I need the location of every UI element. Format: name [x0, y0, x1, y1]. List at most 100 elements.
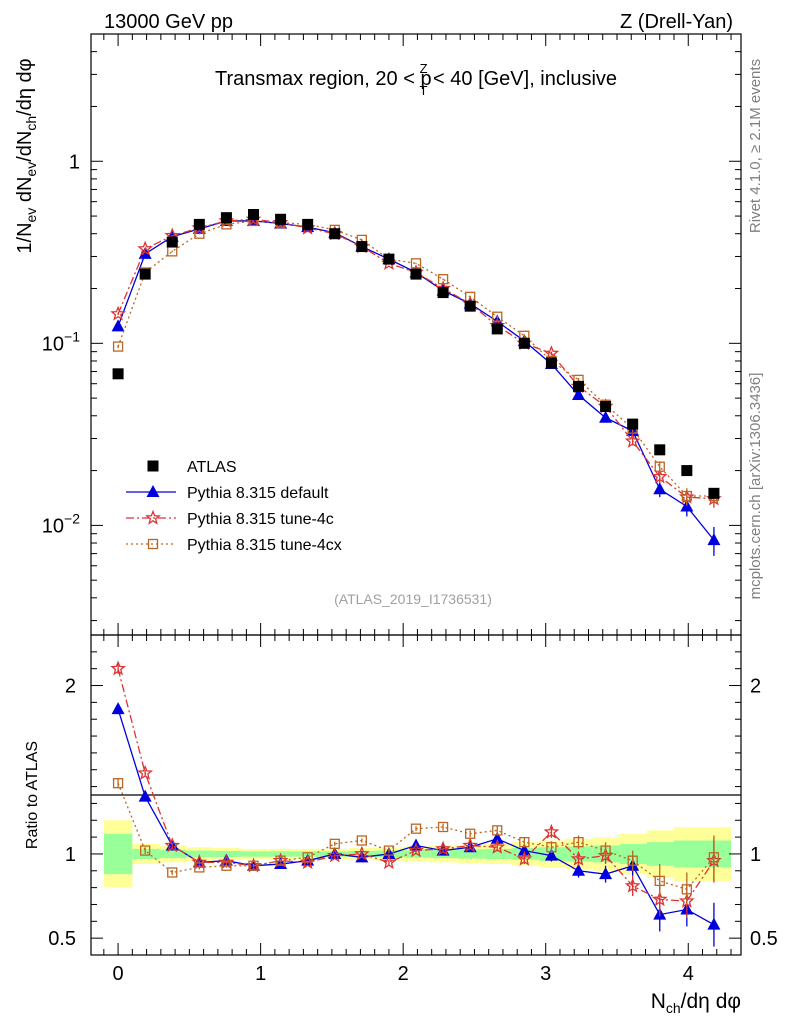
data-point [600, 400, 612, 412]
ratio-data-point [546, 842, 557, 853]
ratio-data-point [110, 660, 126, 676]
stat-uncertainty-band [267, 851, 295, 857]
ratio-data-point [600, 845, 611, 856]
ratio-y-tick-label-right: 2 [750, 676, 761, 698]
ratio-data-point [462, 837, 479, 853]
xlabel-p2: /dη dφ [681, 990, 741, 1013]
stat-uncertainty-band [646, 842, 675, 866]
legend-label: Pythia 8.315 tune-4cx [187, 537, 342, 554]
ylabel-p3: /dN [14, 131, 36, 162]
data-point [491, 323, 503, 335]
ratio-y-tick-label-right: 0.5 [750, 928, 778, 950]
stat-uncertainty-band [132, 848, 160, 859]
ratio-data-point [381, 854, 397, 870]
ratio-data-point [517, 843, 531, 856]
ratio-y-tick-label: 0.5 [48, 928, 76, 950]
ratio-data-point [573, 837, 584, 848]
ratio-data-point [410, 823, 422, 834]
legend-entry: Pythia 8.315 default [126, 485, 329, 502]
ratio-data-point [275, 855, 286, 866]
x-tick-label: 0 [113, 963, 124, 985]
legend-label: Pythia 8.315 tune-4c [187, 511, 334, 528]
data-point [681, 465, 693, 477]
data-point [111, 319, 125, 332]
ylabel-s1: ev [23, 208, 39, 223]
ratio-data-point [437, 821, 449, 833]
main-title: Transmax region, 20 < pZ T < 40 [GeV], in… [215, 61, 617, 98]
ylabel-p2: dN [14, 177, 36, 208]
ratio-data-point [654, 875, 665, 887]
data-point [492, 311, 503, 322]
mcplots-label: mcplots.cern.ch [arXiv:1306.3436] [747, 373, 764, 600]
ratio-data-point [356, 835, 367, 846]
data-point [193, 218, 205, 230]
data-point [707, 533, 721, 546]
data-point [654, 461, 665, 472]
ratio-y-tick-label: 1 [65, 844, 76, 866]
data-point [275, 213, 287, 225]
legend-label: Pythia 8.315 default [187, 485, 329, 502]
data-point [112, 341, 124, 352]
title-sup: Z [420, 61, 428, 76]
ratio-data-point [221, 860, 232, 871]
stat-uncertainty-band [619, 843, 647, 865]
ratio-data-point [544, 848, 558, 861]
stat-uncertainty-band [159, 849, 187, 859]
legend-marker [147, 538, 159, 550]
ratio-data-point [624, 877, 641, 893]
data-point [437, 287, 449, 299]
main-axis-ticks: 110−110−2 [42, 33, 741, 635]
data-point [329, 228, 341, 240]
stat-uncertainty-band [457, 849, 485, 859]
data-point [410, 258, 422, 269]
legend-marker [146, 485, 160, 497]
ratio-data-point [543, 823, 560, 839]
x-tick-label: 1 [255, 963, 266, 985]
process-label: Z (Drell-Yan) [620, 11, 733, 33]
legend-marker [147, 460, 159, 472]
ratio-series-pythia-8-315-tune-4c [110, 660, 722, 918]
data-point [110, 305, 126, 321]
ratio-data-point [651, 891, 668, 907]
title-sub: T [420, 83, 428, 98]
ylabel-p1: 1/N [14, 222, 36, 253]
data-point [653, 482, 667, 495]
data-point [302, 218, 314, 230]
data-point [220, 212, 232, 224]
ratio-data-point [112, 778, 124, 789]
stat-uncertainty-band [484, 848, 512, 859]
ratio-y-axis-label: Ratio to ATLAS [24, 741, 41, 849]
data-point [651, 468, 668, 484]
data-point [356, 241, 368, 253]
ratio-data-point [708, 852, 720, 863]
title-part-1: Transmax region, 20 < p [215, 68, 432, 90]
ratio-data-point [490, 831, 504, 844]
ratio-data-point [492, 825, 503, 836]
main-series-layer [110, 208, 722, 556]
data-point [545, 357, 557, 369]
ratio-data-point [383, 845, 395, 856]
ratio-data-point [167, 867, 178, 878]
ratio-data-point [329, 838, 340, 849]
data-point [572, 388, 585, 401]
tick-exponent: −2 [64, 510, 80, 526]
main-plot-panel: 110−110−2 Transmax region, 20 < pZ T < 40… [14, 33, 742, 636]
ratio-data-point [302, 852, 313, 863]
xlabel-p1: N [651, 990, 666, 1013]
data-point [383, 253, 395, 265]
ylabel-s2: ev [23, 162, 39, 177]
stat-uncertainty-band [674, 840, 702, 868]
tick-base: 10 [42, 515, 64, 537]
stat-uncertainty-band [186, 850, 214, 858]
ratio-data-point [572, 863, 585, 876]
data-point [654, 444, 666, 456]
legend-marker [145, 509, 161, 525]
series-line [117, 220, 714, 497]
ratio-series-layer [110, 660, 722, 947]
data-point [518, 337, 530, 349]
rivet-version-label: Rivet 4.1.0, ≥ 2.1M events [747, 59, 764, 233]
x-tick-label: 2 [398, 963, 409, 985]
data-point [437, 274, 449, 285]
title-part-2: < 40 [GeV], inclusive [427, 68, 617, 90]
main-y-axis-label: 1/Nev dNev/dNch/dη dφ [14, 58, 39, 253]
